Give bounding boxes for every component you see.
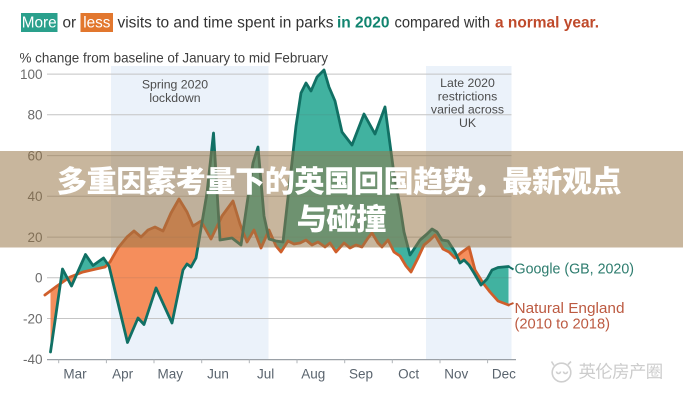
svg-text:restrictions: restrictions — [438, 89, 497, 103]
svg-text:More: More — [22, 15, 57, 32]
svg-text:Sep: Sep — [349, 367, 373, 382]
svg-text:Nov: Nov — [444, 367, 468, 382]
svg-text:lockdown: lockdown — [149, 91, 200, 105]
svg-text:80: 80 — [27, 108, 42, 123]
svg-text:less: less — [83, 15, 111, 32]
svg-text:in 2020: in 2020 — [337, 15, 390, 32]
svg-text:-40: -40 — [23, 352, 43, 367]
svg-text:100: 100 — [20, 67, 43, 82]
svg-text:or: or — [63, 15, 77, 32]
svg-text:compared with: compared with — [395, 15, 491, 32]
svg-text:Natural England: Natural England — [515, 300, 625, 317]
svg-text:May: May — [158, 367, 184, 382]
svg-text:Aug: Aug — [301, 367, 325, 382]
svg-text:Google (GB, 2020): Google (GB, 2020) — [515, 261, 635, 278]
svg-text:varied across: varied across — [431, 103, 504, 117]
svg-text:Apr: Apr — [112, 367, 134, 382]
svg-text:Late 2020: Late 2020 — [440, 76, 495, 90]
svg-text:% change from baseline of Janu: % change from baseline of January to mid… — [20, 51, 329, 66]
svg-text:Dec: Dec — [492, 367, 516, 382]
svg-text:Oct: Oct — [398, 367, 419, 382]
svg-text:Jul: Jul — [257, 367, 274, 382]
svg-text:Spring 2020: Spring 2020 — [142, 77, 208, 91]
svg-text:a normal year.: a normal year. — [495, 15, 599, 32]
svg-text:UK: UK — [459, 116, 477, 130]
svg-text:Jun: Jun — [207, 367, 229, 382]
svg-text:(2010 to 2018): (2010 to 2018) — [515, 316, 611, 333]
svg-text:Mar: Mar — [63, 367, 87, 382]
svg-text:-20: -20 — [23, 311, 43, 326]
svg-text:visits to and time spent in pa: visits to and time spent in parks — [118, 15, 334, 32]
svg-text:0: 0 — [35, 271, 43, 286]
